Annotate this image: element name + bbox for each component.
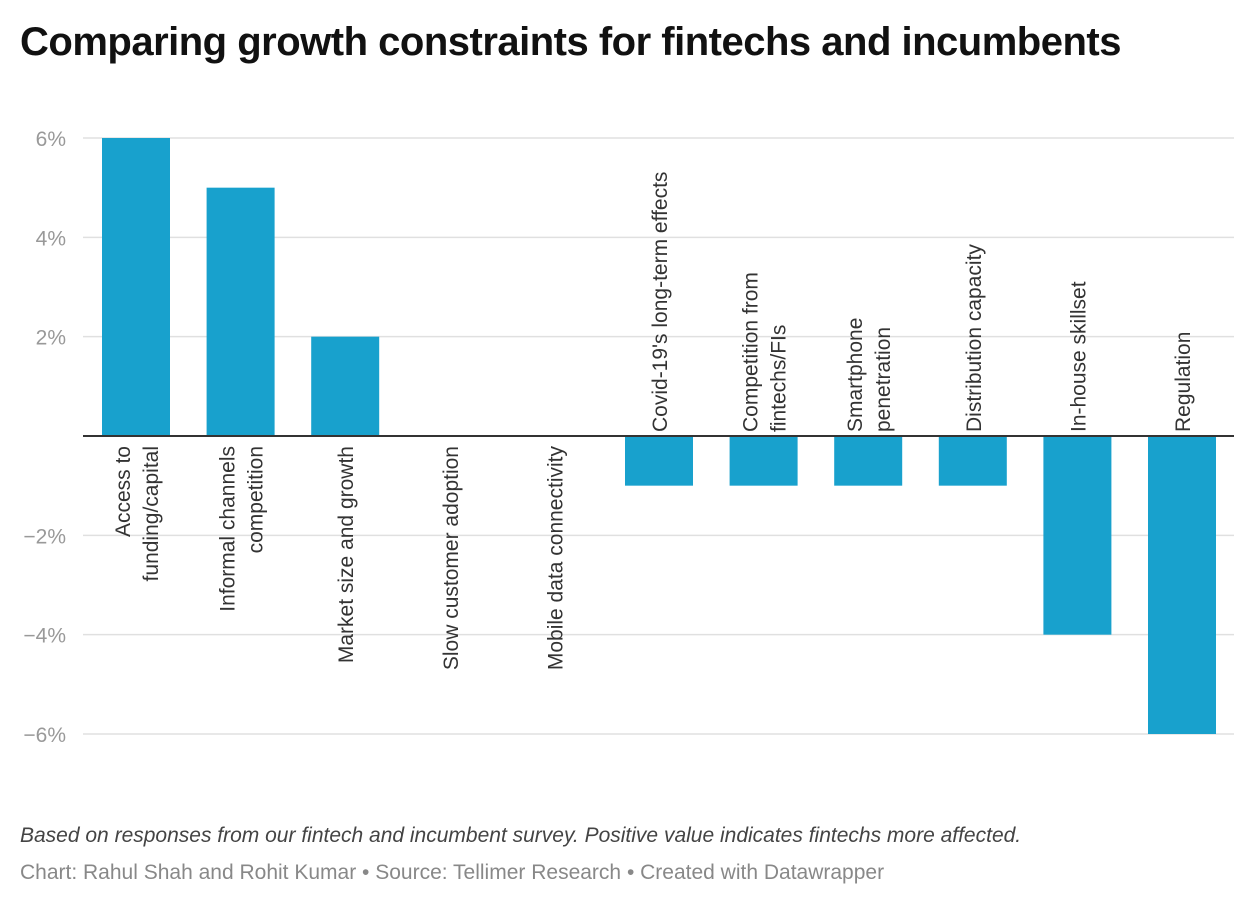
y-tick-label: −4% bbox=[23, 625, 66, 648]
category-label-line: penetration bbox=[872, 327, 895, 432]
category-label: Access to funding/capital bbox=[112, 446, 163, 581]
category-label-line: Informal channels bbox=[217, 446, 240, 612]
category-labels: Access to funding/capital Informal channel… bbox=[112, 172, 1195, 671]
y-tick-label: 2% bbox=[36, 327, 66, 350]
bars bbox=[102, 138, 1216, 734]
bar bbox=[625, 436, 693, 486]
bar bbox=[834, 436, 903, 486]
category-label-line: Covid-19's long-term effects bbox=[649, 172, 672, 432]
category-label: Smartphone penetration bbox=[844, 318, 895, 432]
category-label-line: Market size and growth bbox=[335, 446, 358, 663]
credit-tool: Created with Datawrapper bbox=[640, 861, 885, 884]
gridlines: 6% 4% 2% −2% −4% −6% bbox=[23, 128, 1234, 747]
category-label: Market size and growth bbox=[335, 446, 358, 663]
bar-chart: 6% 4% 2% −2% −4% −6% Access to funding/capital… bbox=[23, 128, 1234, 747]
y-tick-label: −6% bbox=[23, 724, 66, 747]
category-label-line: fintechs/FIs bbox=[768, 325, 791, 432]
y-tick-label: 6% bbox=[36, 128, 66, 151]
category-label: Covid-19's long-term effects bbox=[649, 172, 672, 432]
category-label: In-house skillset bbox=[1067, 281, 1090, 432]
bar bbox=[102, 138, 170, 436]
y-tick-label: 4% bbox=[36, 227, 66, 250]
bar bbox=[1148, 436, 1216, 734]
chart-note: Based on responses from our fintech and … bbox=[20, 824, 1022, 847]
category-label-line: Access to bbox=[112, 446, 135, 537]
bar bbox=[311, 336, 380, 436]
category-label-line: Competition from bbox=[740, 272, 763, 432]
category-label-line: Distribution capacity bbox=[963, 244, 986, 432]
category-label-line: funding/capital bbox=[140, 446, 163, 581]
category-label: Informal channels competition bbox=[217, 446, 268, 612]
chart-credit: Chart: Rahul Shah and Rohit Kumar • Sour… bbox=[20, 861, 884, 885]
category-label-line: competition bbox=[245, 446, 268, 553]
bar bbox=[1043, 436, 1112, 635]
category-label-line: Regulation bbox=[1172, 332, 1195, 432]
y-tick-label: −2% bbox=[23, 525, 66, 548]
category-label: Mobile data connectivity bbox=[544, 446, 567, 671]
category-label: Regulation bbox=[1172, 332, 1195, 432]
bar bbox=[206, 187, 275, 436]
category-label-line: Smartphone bbox=[844, 318, 867, 432]
category-label-line: Slow customer adoption bbox=[440, 446, 463, 670]
credit-separator: • bbox=[621, 861, 641, 884]
category-label-line: In-house skillset bbox=[1067, 281, 1090, 432]
bar bbox=[729, 436, 798, 486]
credit-source: Source: Tellimer Research bbox=[375, 861, 622, 884]
credit-authors: Chart: Rahul Shah and Rohit Kumar bbox=[20, 861, 357, 884]
category-label-line: Mobile data connectivity bbox=[544, 446, 567, 671]
chart-title: Comparing growth constraints for fintech… bbox=[20, 20, 1121, 64]
credit-separator: • bbox=[356, 861, 376, 884]
category-label: Competition from fintechs/FIs bbox=[740, 272, 791, 432]
category-label: Distribution capacity bbox=[963, 244, 986, 432]
category-label: Slow customer adoption bbox=[440, 446, 463, 670]
bar bbox=[938, 436, 1007, 486]
